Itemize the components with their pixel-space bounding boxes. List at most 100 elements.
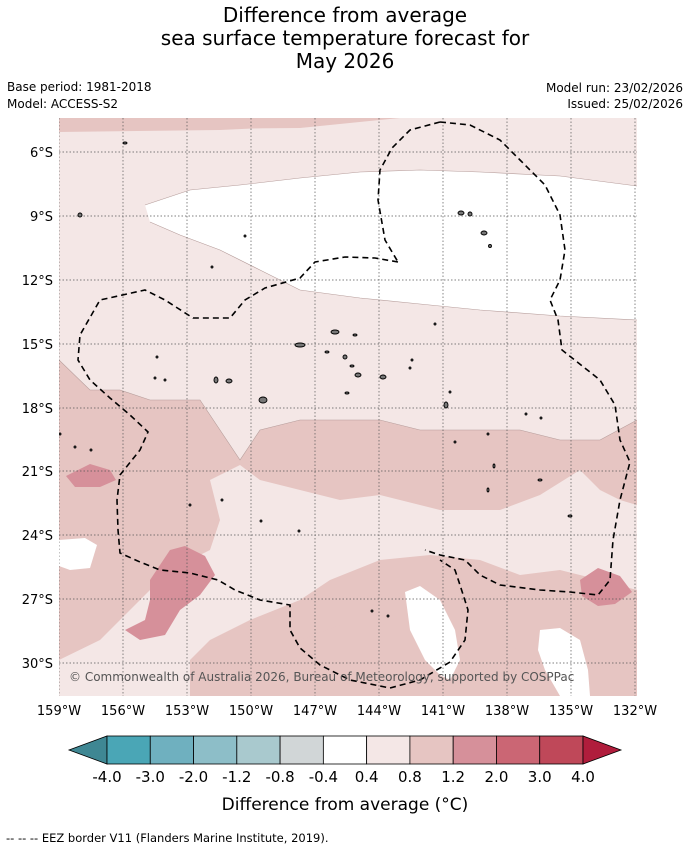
- issued-date: Issued: 25/02/2026: [567, 97, 683, 111]
- colorbar-tick-label: -4.0: [92, 768, 121, 786]
- island: [448, 390, 452, 394]
- island: [480, 230, 488, 236]
- island: [294, 342, 306, 348]
- islands: [59, 141, 573, 618]
- anomaly-region-neutral-north: [145, 170, 637, 320]
- island: [486, 432, 490, 436]
- colorbar-segment: [496, 735, 541, 765]
- island: [77, 212, 83, 218]
- colorbar-segment: [409, 735, 454, 765]
- colorbar-segment: [366, 735, 411, 765]
- lon-label: 132°W: [613, 704, 657, 719]
- lon-label: 138°W: [485, 704, 529, 719]
- island: [433, 322, 437, 326]
- island: [524, 412, 528, 416]
- colorbar: -4.0 -3.0 -2.0 -1.2 -0.8 -0.4 0.4 0.8 1.2 2.0 3.0 4…: [67, 735, 623, 786]
- colorbar-arrow-left: [67, 735, 108, 765]
- longitude-labels: 159°W 156°W 153°W 150°W 147°W 144°W 141°W 138°W…: [37, 704, 657, 719]
- island: [453, 440, 457, 444]
- colorbar-tick-label: 1.2: [441, 768, 465, 786]
- island: [344, 391, 350, 395]
- anomaly-region-0.8-1.2-south: [300, 612, 420, 696]
- colorbar-segment: [193, 735, 238, 765]
- island: [243, 234, 247, 238]
- anomaly-region-neutral-west: [59, 538, 97, 570]
- lat-label: 9°S: [30, 210, 53, 225]
- lat-label: 18°S: [22, 402, 53, 417]
- sst-anomaly-map: © Commonwealth of Australia 2026, Bureau…: [22, 118, 657, 815]
- island: [408, 366, 412, 370]
- island: [324, 350, 330, 354]
- anomaly-region-0.8-top: [59, 118, 305, 132]
- model-run: Model run: 23/02/2026: [545, 81, 683, 95]
- colorbar-tick-label: -0.4: [309, 768, 338, 786]
- title-line-3: May 2026: [295, 49, 395, 73]
- lon-label: 156°W: [101, 704, 145, 719]
- colorbar-segment: [236, 735, 281, 765]
- island: [210, 265, 214, 269]
- island: [122, 141, 128, 145]
- lat-label: 21°S: [22, 465, 53, 480]
- island: [567, 514, 573, 518]
- anomaly-region-1.2-2.0-west: [66, 464, 116, 487]
- lat-label: 12°S: [22, 274, 53, 289]
- eez-legend: -- -- -- EEZ border V11 (Flanders Marine…: [6, 831, 329, 845]
- island: [467, 211, 473, 217]
- colorbar-tick-label: 0.4: [355, 768, 379, 786]
- island: [153, 376, 157, 380]
- island: [488, 244, 492, 248]
- colorbar-segment: [452, 735, 497, 765]
- island: [220, 498, 224, 502]
- lat-label: 27°S: [22, 593, 53, 608]
- island: [330, 329, 340, 335]
- anomaly-region-neutral-south: [405, 586, 460, 680]
- island: [297, 529, 301, 533]
- lon-label: 141°W: [421, 704, 465, 719]
- island: [258, 396, 268, 404]
- island: [370, 609, 374, 613]
- lat-label: 15°S: [22, 338, 53, 353]
- island: [352, 333, 358, 337]
- colorbar-segment: [279, 735, 324, 765]
- island: [73, 445, 77, 449]
- anomaly-region-0.4-0.8-south: [59, 465, 637, 696]
- island: [163, 378, 167, 382]
- colorbar-segment: [106, 735, 151, 765]
- lon-label: 135°W: [549, 704, 593, 719]
- anomaly-region-1.2-2.0-southeast: [580, 568, 632, 606]
- colorbar-tick-label: -0.8: [265, 768, 294, 786]
- lon-label: 159°W: [37, 704, 81, 719]
- lon-label: 144°W: [357, 704, 401, 719]
- colorbar-segment: [149, 735, 194, 765]
- island: [443, 401, 449, 409]
- island: [225, 378, 233, 384]
- island: [537, 478, 543, 482]
- island: [349, 364, 355, 368]
- anomaly-fill-layers: [59, 118, 637, 696]
- lon-label: 150°W: [229, 704, 273, 719]
- island: [342, 354, 348, 360]
- latitude-labels: 6°S 9°S 12°S 15°S 18°S 21°S 24°S 27°S 30°S: [22, 146, 53, 672]
- island: [539, 416, 543, 420]
- colorbar-tick-label: 0.8: [398, 768, 422, 786]
- anomaly-region-1.2-2.0-southwest: [125, 546, 215, 640]
- colorbar-segment: [539, 735, 584, 765]
- island: [155, 355, 159, 359]
- lat-label: 30°S: [22, 657, 53, 672]
- island: [386, 614, 390, 618]
- colorbar-tick-label: -3.0: [136, 768, 165, 786]
- title-line-1: Difference from average: [222, 3, 468, 27]
- island: [213, 376, 219, 384]
- island: [259, 519, 263, 523]
- lon-label: 153°W: [165, 704, 209, 719]
- colorbar-tick-label: -1.2: [222, 768, 251, 786]
- island: [486, 487, 490, 493]
- colorbar-arrow-right: [582, 735, 623, 765]
- colorbar-tick-label: 4.0: [571, 768, 595, 786]
- island: [457, 210, 465, 216]
- base-period: Base period: 1981-2018: [7, 80, 152, 94]
- contour-lines: [59, 169, 637, 461]
- island: [492, 463, 496, 469]
- island: [59, 432, 62, 436]
- island: [89, 448, 93, 452]
